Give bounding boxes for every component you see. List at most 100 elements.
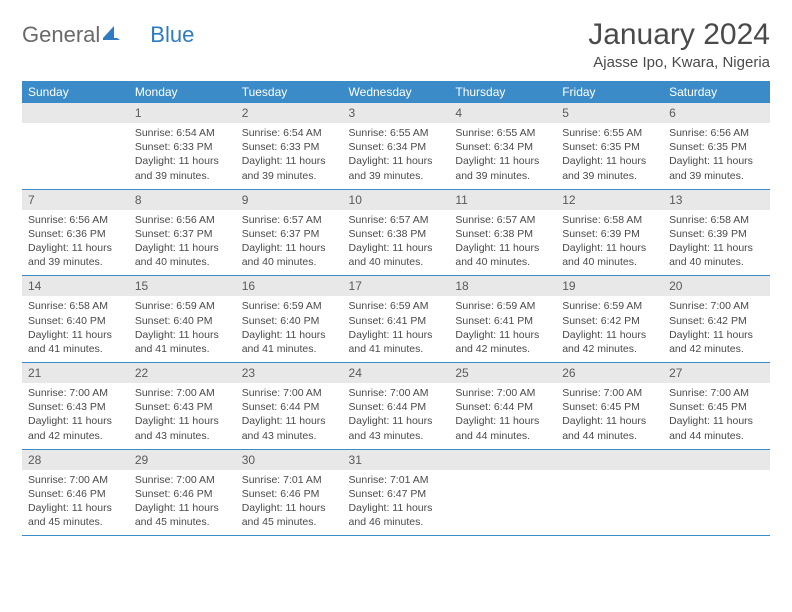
month-title: January 2024 <box>588 18 770 52</box>
day-number: 30 <box>236 450 343 470</box>
daylight-text: Daylight: 11 hours and 41 minutes. <box>28 328 123 356</box>
day-number: 23 <box>236 363 343 383</box>
daylight-text: Daylight: 11 hours and 44 minutes. <box>455 414 550 442</box>
day-number: 15 <box>129 276 236 296</box>
sunset-text: Sunset: 6:40 PM <box>242 314 337 328</box>
calendar-day: 30Sunrise: 7:01 AMSunset: 6:46 PMDayligh… <box>236 449 343 536</box>
sunrise-text: Sunrise: 6:59 AM <box>455 299 550 313</box>
calendar-day: 10Sunrise: 6:57 AMSunset: 6:38 PMDayligh… <box>343 189 450 276</box>
sunrise-text: Sunrise: 7:00 AM <box>28 473 123 487</box>
day-number <box>556 450 663 470</box>
calendar-table: Sunday Monday Tuesday Wednesday Thursday… <box>22 81 770 536</box>
daylight-text: Daylight: 11 hours and 45 minutes. <box>242 501 337 529</box>
daylight-text: Daylight: 11 hours and 40 minutes. <box>562 241 657 269</box>
day-number: 19 <box>556 276 663 296</box>
daylight-text: Daylight: 11 hours and 40 minutes. <box>242 241 337 269</box>
day-details: Sunrise: 7:00 AMSunset: 6:45 PMDaylight:… <box>556 383 663 449</box>
day-number: 26 <box>556 363 663 383</box>
sunset-text: Sunset: 6:35 PM <box>669 140 764 154</box>
sunset-text: Sunset: 6:41 PM <box>349 314 444 328</box>
day-details: Sunrise: 7:00 AMSunset: 6:46 PMDaylight:… <box>129 470 236 536</box>
sunset-text: Sunset: 6:44 PM <box>349 400 444 414</box>
sunset-text: Sunset: 6:43 PM <box>135 400 230 414</box>
sunrise-text: Sunrise: 7:00 AM <box>135 386 230 400</box>
daylight-text: Daylight: 11 hours and 41 minutes. <box>242 328 337 356</box>
dow-sunday: Sunday <box>22 81 129 103</box>
sunset-text: Sunset: 6:46 PM <box>135 487 230 501</box>
day-number: 27 <box>663 363 770 383</box>
day-details <box>663 470 770 528</box>
daylight-text: Daylight: 11 hours and 43 minutes. <box>242 414 337 442</box>
calendar-day: 7Sunrise: 6:56 AMSunset: 6:36 PMDaylight… <box>22 189 129 276</box>
sunrise-text: Sunrise: 6:56 AM <box>669 126 764 140</box>
day-number: 20 <box>663 276 770 296</box>
calendar-day: 24Sunrise: 7:00 AMSunset: 6:44 PMDayligh… <box>343 363 450 450</box>
day-details: Sunrise: 6:55 AMSunset: 6:35 PMDaylight:… <box>556 123 663 189</box>
day-details: Sunrise: 7:01 AMSunset: 6:47 PMDaylight:… <box>343 470 450 536</box>
sunrise-text: Sunrise: 6:57 AM <box>455 213 550 227</box>
daylight-text: Daylight: 11 hours and 43 minutes. <box>135 414 230 442</box>
day-details: Sunrise: 6:59 AMSunset: 6:40 PMDaylight:… <box>129 296 236 362</box>
daylight-text: Daylight: 11 hours and 42 minutes. <box>562 328 657 356</box>
day-details <box>449 470 556 528</box>
day-details: Sunrise: 7:00 AMSunset: 6:44 PMDaylight:… <box>449 383 556 449</box>
day-details: Sunrise: 6:57 AMSunset: 6:38 PMDaylight:… <box>343 210 450 276</box>
day-number <box>22 103 129 123</box>
daylight-text: Daylight: 11 hours and 41 minutes. <box>135 328 230 356</box>
day-number: 24 <box>343 363 450 383</box>
daylight-text: Daylight: 11 hours and 39 minutes. <box>669 154 764 182</box>
dow-saturday: Saturday <box>663 81 770 103</box>
calendar-day: 19Sunrise: 6:59 AMSunset: 6:42 PMDayligh… <box>556 276 663 363</box>
day-number: 22 <box>129 363 236 383</box>
sunrise-text: Sunrise: 6:55 AM <box>455 126 550 140</box>
day-details: Sunrise: 6:58 AMSunset: 6:39 PMDaylight:… <box>663 210 770 276</box>
daylight-text: Daylight: 11 hours and 40 minutes. <box>455 241 550 269</box>
dow-wednesday: Wednesday <box>343 81 450 103</box>
calendar-day: 31Sunrise: 7:01 AMSunset: 6:47 PMDayligh… <box>343 449 450 536</box>
sunset-text: Sunset: 6:40 PM <box>28 314 123 328</box>
day-details: Sunrise: 6:58 AMSunset: 6:40 PMDaylight:… <box>22 296 129 362</box>
daylight-text: Daylight: 11 hours and 39 minutes. <box>455 154 550 182</box>
calendar-day: 23Sunrise: 7:00 AMSunset: 6:44 PMDayligh… <box>236 363 343 450</box>
title-block: January 2024 Ajasse Ipo, Kwara, Nigeria <box>588 18 770 71</box>
day-details: Sunrise: 7:00 AMSunset: 6:43 PMDaylight:… <box>129 383 236 449</box>
sunrise-text: Sunrise: 7:00 AM <box>455 386 550 400</box>
sunrise-text: Sunrise: 6:55 AM <box>562 126 657 140</box>
day-details: Sunrise: 6:59 AMSunset: 6:41 PMDaylight:… <box>343 296 450 362</box>
calendar-day: 11Sunrise: 6:57 AMSunset: 6:38 PMDayligh… <box>449 189 556 276</box>
daylight-text: Daylight: 11 hours and 40 minutes. <box>669 241 764 269</box>
day-number: 8 <box>129 190 236 210</box>
sunrise-text: Sunrise: 6:54 AM <box>135 126 230 140</box>
sunrise-text: Sunrise: 7:00 AM <box>669 299 764 313</box>
day-number: 9 <box>236 190 343 210</box>
day-of-week-row: Sunday Monday Tuesday Wednesday Thursday… <box>22 81 770 103</box>
daylight-text: Daylight: 11 hours and 44 minutes. <box>669 414 764 442</box>
day-details: Sunrise: 6:54 AMSunset: 6:33 PMDaylight:… <box>236 123 343 189</box>
dow-monday: Monday <box>129 81 236 103</box>
daylight-text: Daylight: 11 hours and 39 minutes. <box>562 154 657 182</box>
calendar-day: 9Sunrise: 6:57 AMSunset: 6:37 PMDaylight… <box>236 189 343 276</box>
sail-icon <box>102 22 122 48</box>
day-number: 25 <box>449 363 556 383</box>
sunrise-text: Sunrise: 6:59 AM <box>242 299 337 313</box>
day-number <box>449 450 556 470</box>
day-details: Sunrise: 6:57 AMSunset: 6:38 PMDaylight:… <box>449 210 556 276</box>
sunset-text: Sunset: 6:36 PM <box>28 227 123 241</box>
sunset-text: Sunset: 6:39 PM <box>562 227 657 241</box>
daylight-text: Daylight: 11 hours and 42 minutes. <box>455 328 550 356</box>
day-details: Sunrise: 6:59 AMSunset: 6:40 PMDaylight:… <box>236 296 343 362</box>
sunset-text: Sunset: 6:38 PM <box>349 227 444 241</box>
sunrise-text: Sunrise: 7:01 AM <box>349 473 444 487</box>
daylight-text: Daylight: 11 hours and 45 minutes. <box>135 501 230 529</box>
sunset-text: Sunset: 6:33 PM <box>242 140 337 154</box>
daylight-text: Daylight: 11 hours and 39 minutes. <box>349 154 444 182</box>
calendar-day-empty <box>663 449 770 536</box>
calendar-week-row: 7Sunrise: 6:56 AMSunset: 6:36 PMDaylight… <box>22 189 770 276</box>
sunset-text: Sunset: 6:40 PM <box>135 314 230 328</box>
brand-text-2: Blue <box>150 22 194 48</box>
day-number: 17 <box>343 276 450 296</box>
day-number: 10 <box>343 190 450 210</box>
day-number: 31 <box>343 450 450 470</box>
calendar-day-empty <box>556 449 663 536</box>
calendar-day: 26Sunrise: 7:00 AMSunset: 6:45 PMDayligh… <box>556 363 663 450</box>
